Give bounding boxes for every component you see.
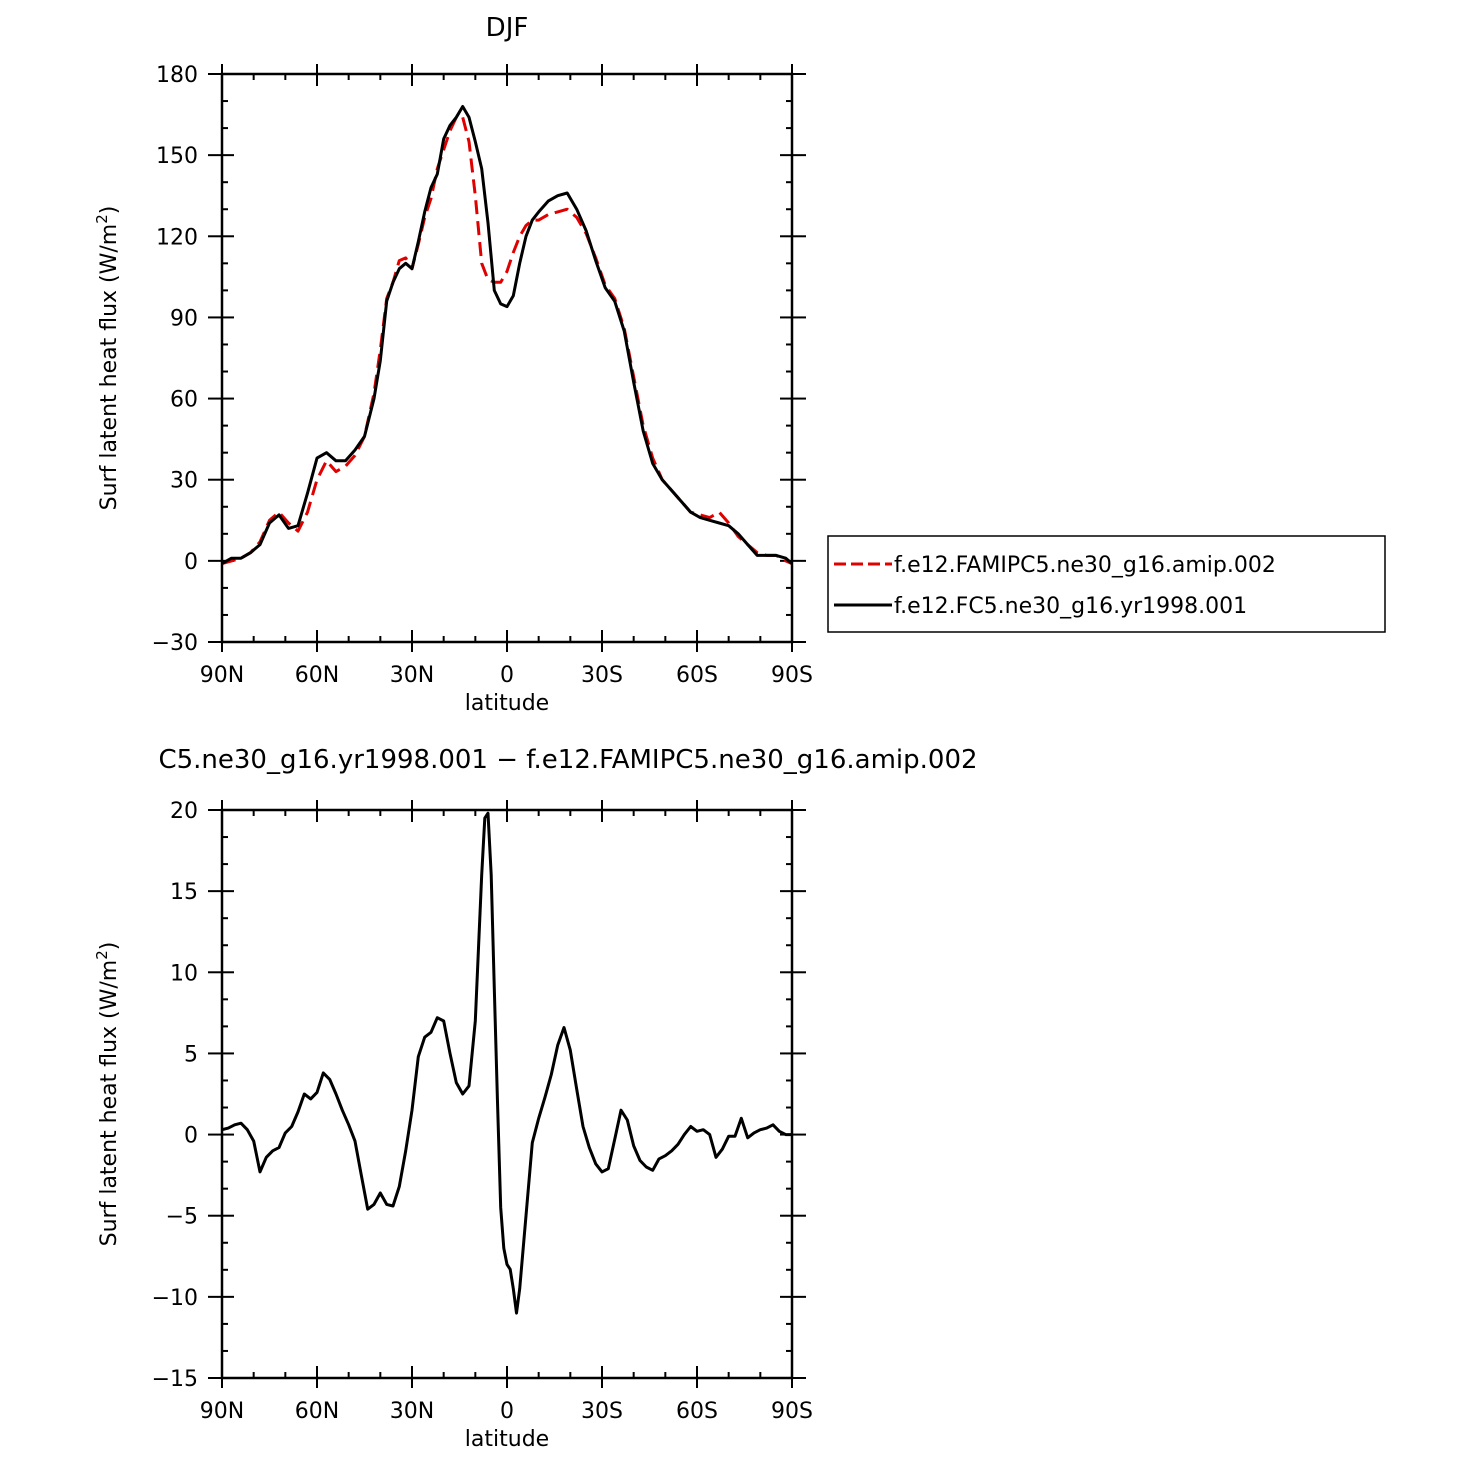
legend-entry-famipc5: f.e12.FAMIPC5.ne30_g16.amip.002 bbox=[894, 553, 1276, 578]
x-tick-label: 30S bbox=[581, 663, 623, 688]
top-y-axis-title: Surf latent heat flux (W/m2) bbox=[93, 206, 122, 511]
bottom-series-lines bbox=[221, 811, 792, 1315]
y-tick-label: 120 bbox=[156, 225, 198, 250]
x-tick-label: 90S bbox=[771, 663, 813, 688]
y-tick-label: −30 bbox=[152, 631, 198, 656]
x-tick-label: 0 bbox=[500, 1399, 514, 1424]
bottom-panel: C5.ne30_g16.yr1998.001 − f.e12.FAMIPC5.n… bbox=[93, 745, 978, 1452]
y-tick-label: 90 bbox=[170, 306, 198, 331]
x-tick-label: 60N bbox=[295, 663, 339, 688]
y-tick-label: 180 bbox=[156, 63, 198, 88]
top-y-axis-title-text: Surf latent heat flux (W/m bbox=[97, 224, 122, 511]
top-y-tick-labels: −30 0 30 60 90 120 150 180 bbox=[152, 63, 198, 656]
x-tick-label: 60S bbox=[676, 1399, 718, 1424]
bottom-y-tick-labels: −15 −10 −5 0 5 10 15 20 bbox=[152, 799, 198, 1392]
bottom-plot-frame bbox=[220, 808, 794, 1380]
x-tick-label: 60N bbox=[295, 1399, 339, 1424]
x-tick-label: 0 bbox=[500, 663, 514, 688]
y-tick-label: 0 bbox=[184, 1124, 198, 1149]
bottom-y-axis-title-close: ) bbox=[97, 942, 122, 951]
y-tick-label: 10 bbox=[170, 961, 198, 986]
y-tick-label: −15 bbox=[152, 1367, 198, 1392]
y-tick-label: −10 bbox=[152, 1286, 198, 1311]
top-x-axis-title: latitude bbox=[465, 691, 549, 716]
top-y-axis-title-close: ) bbox=[97, 206, 122, 215]
bottom-y-axis-title-text: Surf latent heat flux (W/m bbox=[97, 960, 122, 1247]
bottom-plot-title: C5.ne30_g16.yr1998.001 − f.e12.FAMIPC5.n… bbox=[158, 745, 977, 775]
top-y-axis-title-sup: 2 bbox=[93, 214, 111, 224]
x-tick-label: 90S bbox=[771, 1399, 813, 1424]
top-x-tick-labels: 90N 60N 30N 0 30S 60S 90S bbox=[200, 663, 813, 688]
top-panel: DJF 90N 60N 30N 0 30S 60S 90S −30 0 30 60 90 120 150… bbox=[93, 13, 813, 716]
y-tick-label: 5 bbox=[184, 1042, 198, 1067]
series-line-difference bbox=[221, 811, 792, 1315]
x-tick-label: 90N bbox=[200, 663, 244, 688]
top-series-lines bbox=[221, 105, 793, 566]
y-tick-label: 150 bbox=[156, 144, 198, 169]
legend: f.e12.FAMIPC5.ne30_g16.amip.002 f.e12.FC… bbox=[827, 535, 1386, 633]
x-tick-label: 60S bbox=[676, 663, 718, 688]
y-tick-label: 30 bbox=[170, 469, 198, 494]
legend-box bbox=[827, 535, 1386, 633]
y-tick-label: 15 bbox=[170, 880, 198, 905]
series-line-fc5 bbox=[221, 105, 793, 565]
y-tick-label: 60 bbox=[170, 388, 198, 413]
top-plot-frame bbox=[220, 72, 794, 644]
bottom-x-axis-title: latitude bbox=[465, 1427, 549, 1452]
y-tick-label: 20 bbox=[170, 799, 198, 824]
bottom-axis-ticks bbox=[208, 800, 806, 1388]
bottom-y-axis-title-sup: 2 bbox=[93, 950, 111, 960]
y-tick-label: 0 bbox=[184, 550, 198, 575]
legend-entry-fc5: f.e12.FC5.ne30_g16.yr1998.001 bbox=[894, 594, 1247, 619]
top-plot-title: DJF bbox=[486, 13, 529, 43]
top-axis-ticks bbox=[208, 64, 806, 652]
bottom-y-axis-title: Surf latent heat flux (W/m2) bbox=[93, 942, 122, 1247]
y-tick-label: −5 bbox=[166, 1205, 198, 1230]
x-tick-label: 30N bbox=[390, 663, 434, 688]
x-tick-label: 30S bbox=[581, 1399, 623, 1424]
x-tick-label: 90N bbox=[200, 1399, 244, 1424]
bottom-x-tick-labels: 90N 60N 30N 0 30S 60S 90S bbox=[200, 1399, 813, 1424]
x-tick-label: 30N bbox=[390, 1399, 434, 1424]
